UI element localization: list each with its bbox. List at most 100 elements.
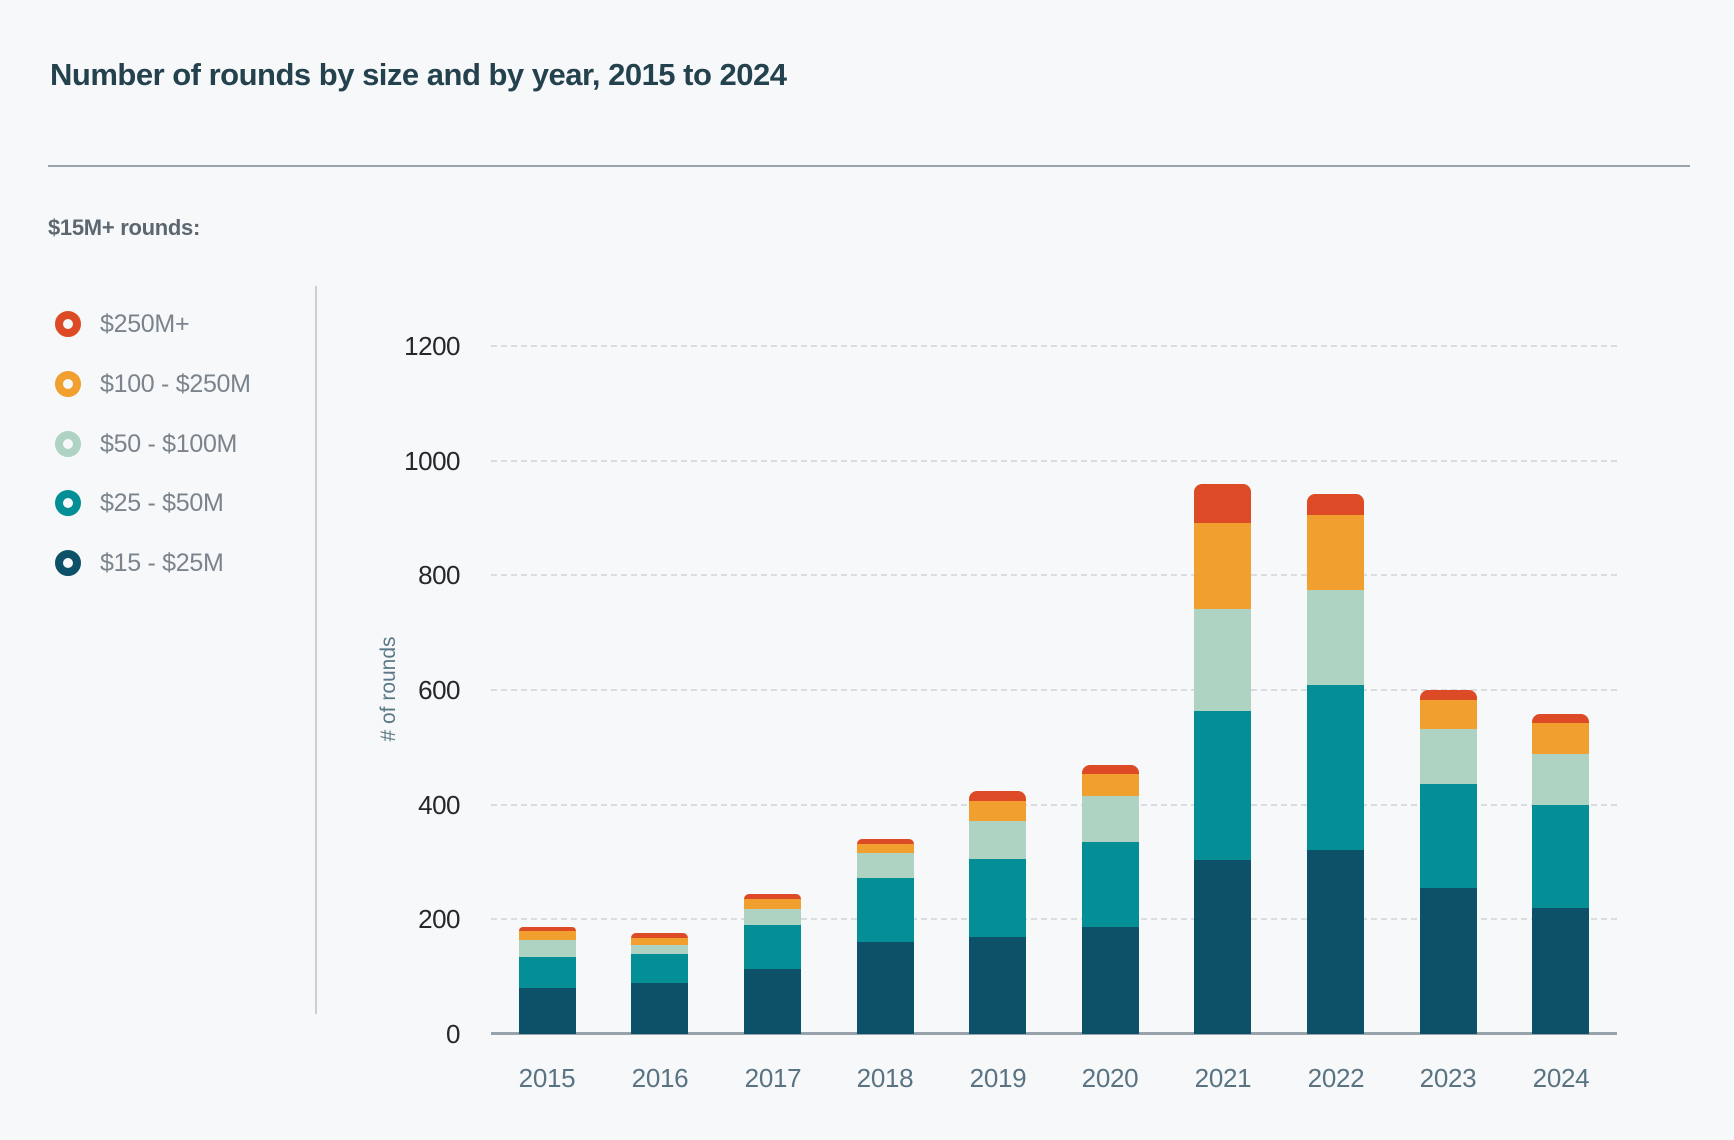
- bar-segment-2015-100250M[interactable]: [519, 930, 576, 940]
- bar-segment-2016-250M+[interactable]: [631, 933, 688, 938]
- bar-column-2021[interactable]: [1194, 484, 1251, 1034]
- x-axis-line: [491, 1032, 1617, 1035]
- bar-segment-2023-2550M[interactable]: [1420, 784, 1477, 888]
- legend-donut-icon: [55, 431, 81, 457]
- bar-segment-2019-250M+[interactable]: [969, 790, 1026, 802]
- gridline-y1200: [491, 345, 1617, 347]
- page-title: Number of rounds by size and by year, 20…: [50, 57, 787, 92]
- legend-divider: [315, 286, 317, 1014]
- bar-segment-2015-250M+[interactable]: [519, 926, 576, 931]
- bar-segment-2016-50100M[interactable]: [631, 944, 688, 954]
- y-tick-label: 1200: [404, 331, 460, 361]
- bar-column-2016[interactable]: [631, 933, 688, 1034]
- bar-segment-2017-100250M[interactable]: [744, 898, 801, 910]
- bar-segment-2015-1525M[interactable]: [519, 988, 576, 1034]
- bar-segment-2016-1525M[interactable]: [631, 982, 688, 1034]
- bar-segment-2020-250M+[interactable]: [1082, 765, 1139, 774]
- gridline-y600: [491, 689, 1617, 691]
- legend-donut-icon: [55, 490, 81, 516]
- bar-segment-2023-250M+[interactable]: [1420, 690, 1477, 700]
- bar-segment-2017-1525M[interactable]: [744, 969, 801, 1034]
- y-axis-label: # of rounds: [377, 636, 400, 742]
- legend-donut-icon: [55, 550, 81, 576]
- bar-segment-2019-2550M[interactable]: [969, 859, 1026, 938]
- bar-segment-2021-2550M[interactable]: [1194, 711, 1251, 860]
- bar-segment-2023-50100M[interactable]: [1420, 729, 1477, 785]
- bar-segment-2021-50100M[interactable]: [1194, 609, 1251, 712]
- y-tick-label: 800: [418, 560, 460, 590]
- bar-segment-2024-2550M[interactable]: [1532, 804, 1589, 908]
- bar-segment-2018-100250M[interactable]: [857, 843, 914, 853]
- legend-item[interactable]: $100 - $250M: [55, 370, 251, 398]
- bar-segment-2021-100250M[interactable]: [1194, 523, 1251, 610]
- bar-segment-2018-250M+[interactable]: [857, 838, 914, 844]
- x-tick-label: 2015: [518, 1063, 576, 1093]
- bar-segment-2016-100250M[interactable]: [631, 937, 688, 945]
- legend-item[interactable]: $25 - $50M: [55, 488, 224, 517]
- legend-item-label: $50 - $100M: [100, 429, 238, 458]
- legend-item[interactable]: $15 - $25M: [55, 548, 224, 577]
- bar-segment-2024-100250M[interactable]: [1532, 722, 1589, 754]
- x-tick-label: 2017: [744, 1063, 802, 1093]
- x-tick-label: 2023: [1419, 1063, 1477, 1093]
- bar-segment-2024-50100M[interactable]: [1532, 753, 1589, 805]
- bar-segment-2019-1525M[interactable]: [969, 937, 1026, 1034]
- y-tick-label: 600: [418, 675, 460, 705]
- bar-column-2020[interactable]: [1082, 765, 1139, 1034]
- bar-column-2023[interactable]: [1420, 690, 1477, 1034]
- legend-item[interactable]: $50 - $100M: [55, 430, 237, 458]
- bar-segment-2020-50100M[interactable]: [1082, 796, 1139, 842]
- bar-segment-2017-250M+[interactable]: [744, 894, 801, 899]
- bar-segment-2021-1525M[interactable]: [1194, 859, 1251, 1034]
- legend-donut-icon: [55, 371, 81, 397]
- title-divider: [48, 165, 1690, 167]
- bar-column-2024[interactable]: [1532, 714, 1589, 1034]
- legend-item-label: $15 - $25M: [100, 548, 224, 577]
- bar-segment-2015-50100M[interactable]: [519, 939, 576, 958]
- gridline-y800: [491, 574, 1617, 576]
- bar-segment-2022-100250M[interactable]: [1307, 515, 1364, 590]
- bar-segment-2023-1525M[interactable]: [1420, 887, 1477, 1034]
- x-tick-label: 2020: [1081, 1063, 1139, 1093]
- y-tick-label: 400: [418, 790, 460, 820]
- bar-segment-2021-250M+[interactable]: [1194, 484, 1251, 524]
- bar-segment-2024-250M+[interactable]: [1532, 714, 1589, 723]
- y-tick-label: 0: [446, 1019, 460, 1049]
- x-tick-label: 2019: [969, 1063, 1027, 1093]
- legend-item-label: $250M+: [100, 309, 190, 338]
- bar-segment-2022-250M+[interactable]: [1307, 493, 1364, 516]
- bar-segment-2022-2550M[interactable]: [1307, 684, 1364, 850]
- bar-segment-2020-100250M[interactable]: [1082, 773, 1139, 797]
- x-tick-label: 2024: [1532, 1063, 1590, 1093]
- legend-header: $15M+ rounds:: [48, 215, 200, 240]
- bar-segment-2018-50100M[interactable]: [857, 852, 914, 879]
- bar-segment-2022-50100M[interactable]: [1307, 589, 1364, 685]
- bar-column-2015[interactable]: [519, 926, 576, 1034]
- x-tick-label: 2022: [1307, 1063, 1365, 1093]
- bar-segment-2016-2550M[interactable]: [631, 953, 688, 983]
- legend-item[interactable]: $250M+: [55, 309, 190, 338]
- bar-column-2018[interactable]: [857, 838, 914, 1034]
- bar-segment-2020-1525M[interactable]: [1082, 926, 1139, 1034]
- bar-segment-2018-1525M[interactable]: [857, 942, 914, 1034]
- x-tick-label: 2018: [856, 1063, 914, 1093]
- bar-segment-2022-1525M[interactable]: [1307, 849, 1364, 1034]
- bar-segment-2020-2550M[interactable]: [1082, 841, 1139, 927]
- x-tick-label: 2016: [631, 1063, 689, 1093]
- bar-segment-2024-1525M[interactable]: [1532, 907, 1589, 1034]
- bar-segment-2019-100250M[interactable]: [969, 801, 1026, 821]
- legend-item-label: $25 - $50M: [100, 488, 224, 517]
- legend-item-label: $100 - $250M: [100, 369, 251, 398]
- bar-column-2022[interactable]: [1307, 493, 1364, 1034]
- bar-column-2017[interactable]: [744, 894, 801, 1034]
- bar-segment-2017-2550M[interactable]: [744, 925, 801, 970]
- bar-segment-2015-2550M[interactable]: [519, 957, 576, 989]
- gridline-y400: [491, 804, 1617, 806]
- bar-segment-2019-50100M[interactable]: [969, 820, 1026, 860]
- bar-segment-2023-100250M[interactable]: [1420, 699, 1477, 730]
- bar-column-2019[interactable]: [969, 790, 1026, 1034]
- bar-segment-2018-2550M[interactable]: [857, 878, 914, 943]
- bar-segment-2017-50100M[interactable]: [744, 909, 801, 926]
